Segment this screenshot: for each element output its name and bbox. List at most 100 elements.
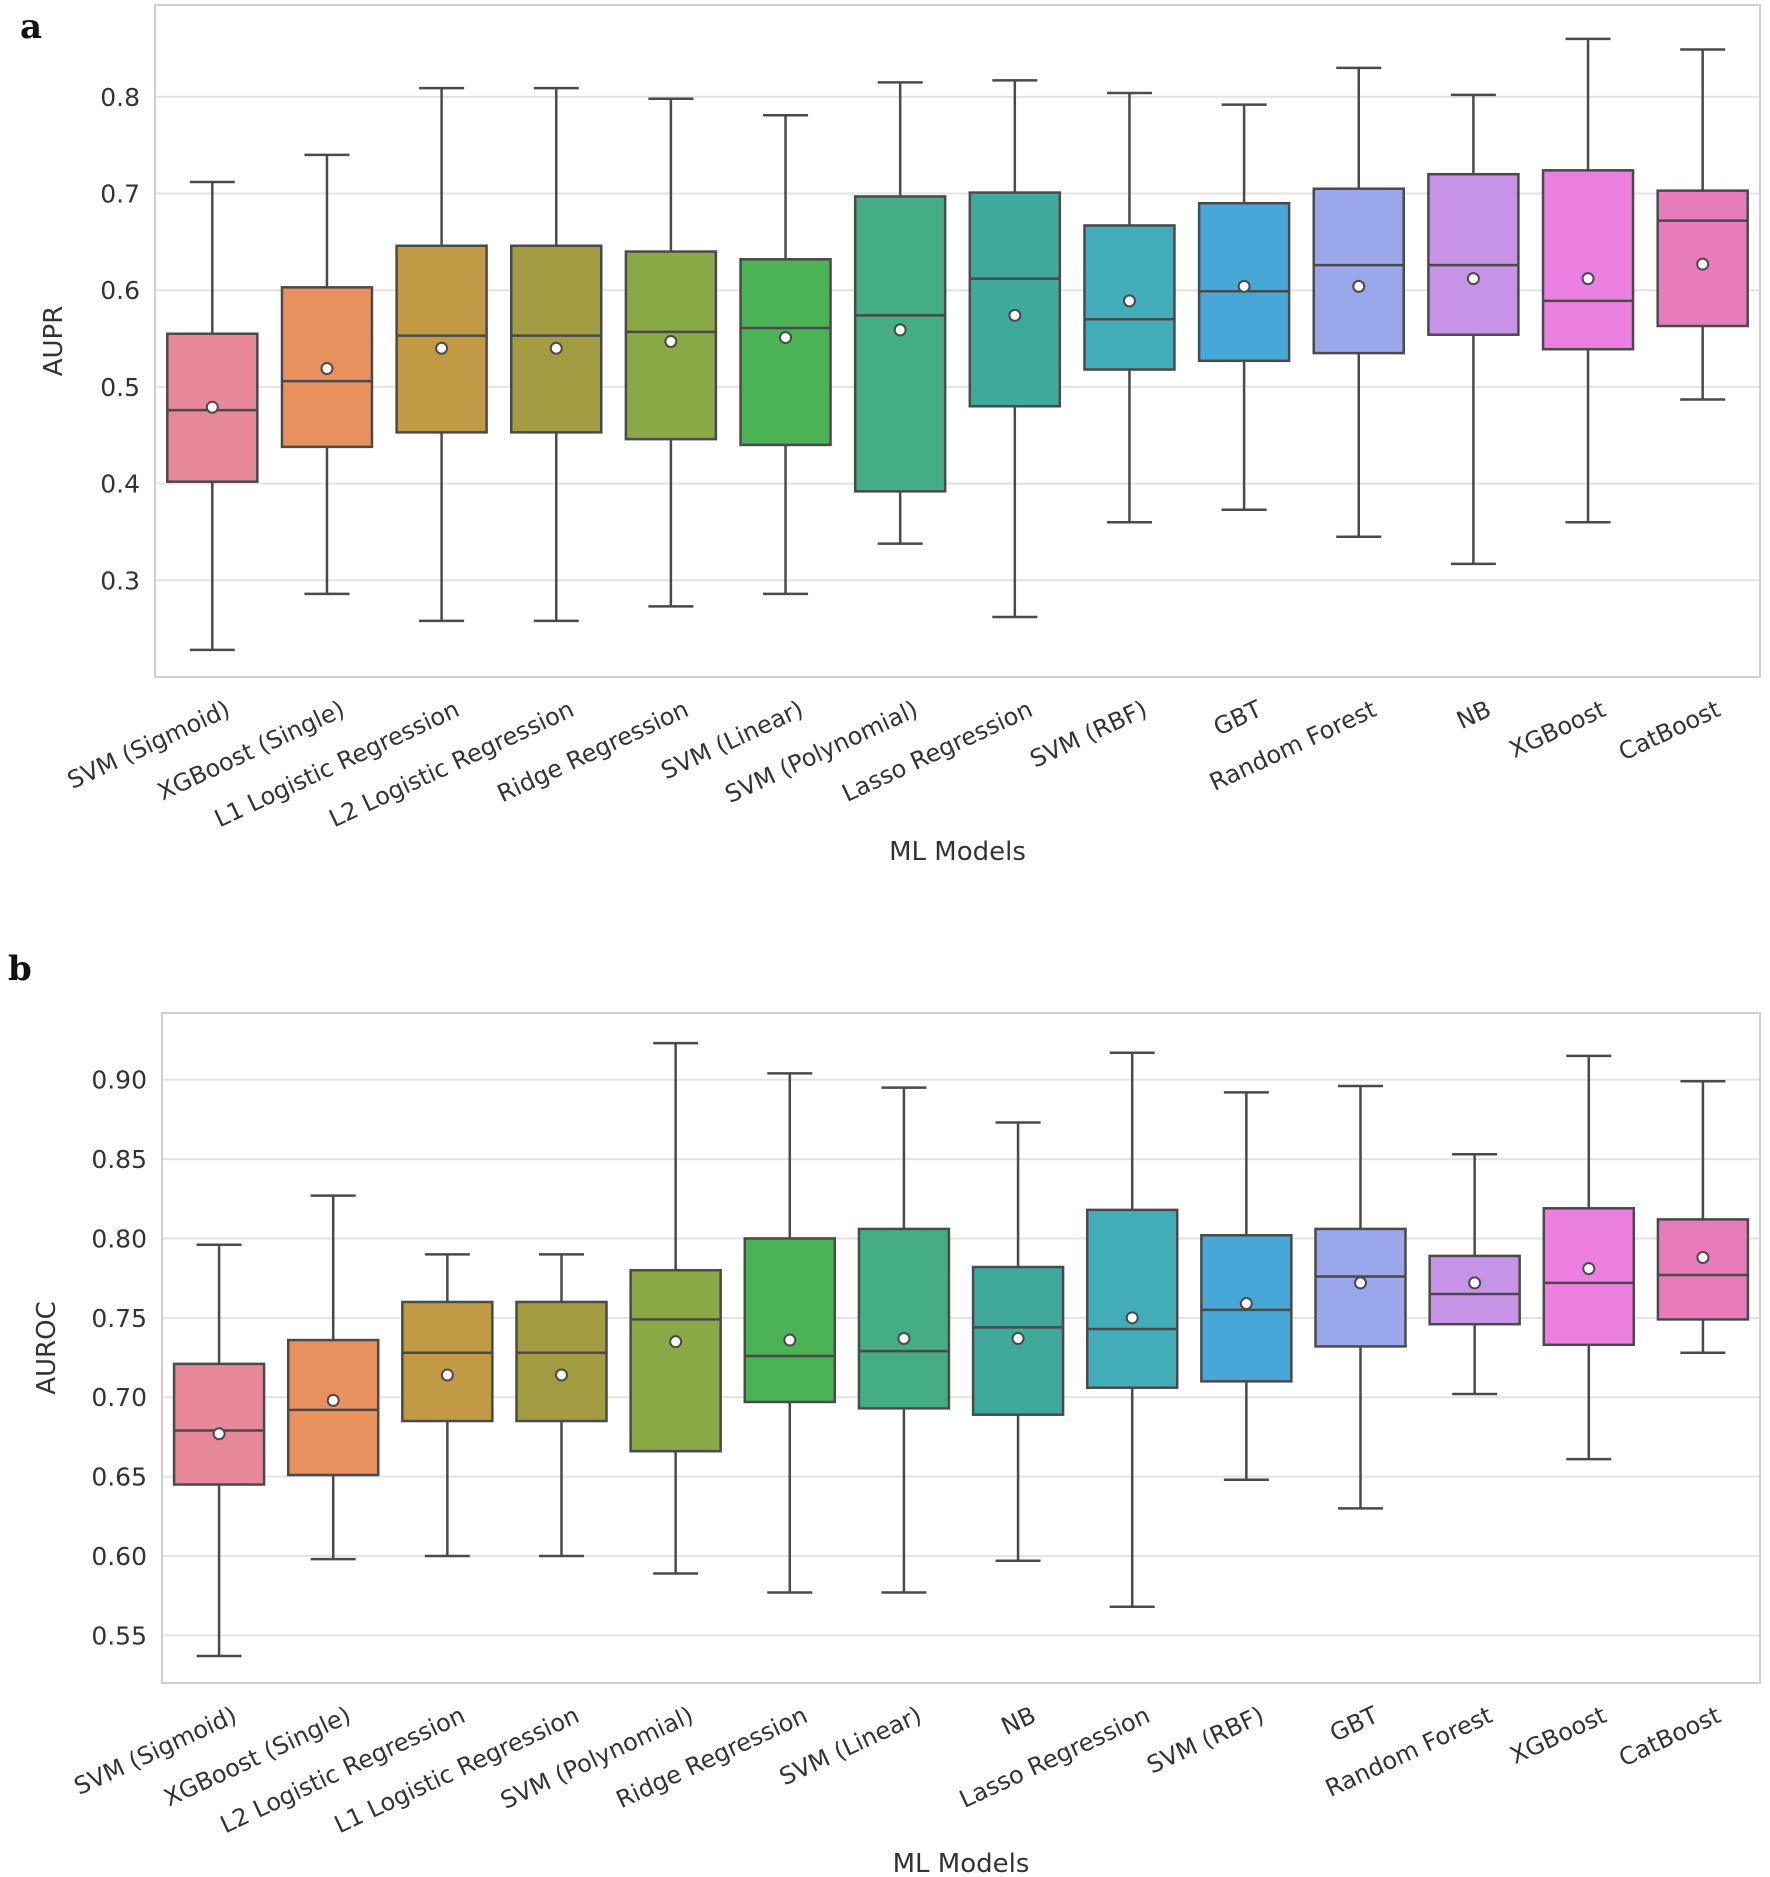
box-xgboost — [1542, 1054, 1636, 1461]
box-svm-linear — [739, 113, 832, 596]
x-tick-label: GBT — [1209, 695, 1266, 742]
iqr-box — [286, 1338, 380, 1477]
mean-marker — [205, 400, 219, 414]
y-axis-title: AUROC — [32, 1301, 62, 1395]
y-tick-label: 0.80 — [91, 1224, 147, 1253]
y-tick-label: 0.5 — [100, 373, 140, 402]
box-catboost — [1656, 1080, 1750, 1355]
iqr-box — [395, 244, 488, 434]
box-l2-logistic-regression — [401, 1253, 494, 1558]
box-nb — [1427, 93, 1520, 566]
panel-label: a — [20, 7, 42, 47]
iqr-box — [172, 1362, 266, 1486]
mean-marker — [1239, 1297, 1253, 1311]
y-tick-label: 0.65 — [91, 1463, 147, 1492]
iqr-box — [1312, 187, 1405, 355]
mean-marker — [1237, 279, 1251, 293]
mean-marker — [1125, 1311, 1139, 1325]
mean-marker — [326, 1393, 340, 1407]
box-random-forest — [1312, 66, 1405, 539]
mean-marker — [1011, 1331, 1025, 1345]
box-l1-logistic-regression — [395, 86, 488, 623]
x-tick-label: Lasso Regression — [955, 1701, 1154, 1814]
box-l1-logistic-regression — [515, 1253, 608, 1558]
mean-marker — [897, 1331, 911, 1345]
plot-frame — [154, 4, 1761, 678]
mean-marker — [779, 331, 793, 345]
iqr-box — [1656, 189, 1749, 328]
mean-marker — [1468, 1276, 1482, 1290]
iqr-box — [1656, 1218, 1750, 1321]
iqr-box — [1427, 172, 1520, 336]
mean-marker — [435, 341, 449, 355]
box-lasso-regression — [968, 79, 1062, 619]
y-tick-label: 0.60 — [91, 1542, 147, 1571]
box-svm-rbf — [1083, 91, 1176, 524]
mean-marker — [1352, 279, 1366, 293]
x-tick-label: SVM (RBF) — [1143, 1701, 1269, 1779]
iqr-box — [853, 195, 947, 493]
y-tick-label: 0.6 — [100, 276, 140, 305]
y-tick-label: 0.85 — [91, 1145, 147, 1174]
x-axis-title: ML Models — [893, 1849, 1030, 1877]
box-xgboost-single — [280, 153, 374, 596]
panel-label: b — [8, 949, 32, 989]
x-tick-label: SVM (Polynomial) — [496, 1701, 697, 1815]
x-tick-label: CatBoost — [1615, 1701, 1725, 1772]
y-tick-label: 0.75 — [91, 1304, 147, 1333]
x-tick-label: SVM (Polynomial) — [721, 695, 922, 809]
iqr-box — [739, 258, 832, 447]
mean-marker — [1354, 1276, 1367, 1290]
box-gbt — [1197, 103, 1291, 511]
iqr-box — [1541, 169, 1635, 351]
mean-marker — [1696, 257, 1710, 271]
x-tick-label: NB — [1452, 695, 1495, 735]
mean-marker — [893, 323, 907, 337]
y-axis-title: AUPR — [39, 306, 69, 377]
iqr-box — [515, 1300, 608, 1423]
box-gbt — [1314, 1084, 1407, 1510]
mean-marker — [1581, 272, 1595, 286]
box-svm-sigmoid — [166, 180, 259, 652]
x-tick-label: Lasso Regression — [838, 695, 1037, 808]
x-tick-label: GBT — [1326, 1701, 1383, 1748]
mean-marker — [1008, 308, 1022, 322]
box-xgboost-single — [286, 1194, 380, 1561]
box-svm-linear — [857, 1086, 951, 1594]
x-tick-label: SVM (RBF) — [1026, 695, 1152, 773]
iqr-box — [1542, 1207, 1636, 1347]
mean-marker — [669, 1335, 683, 1349]
iqr-box — [1085, 1208, 1179, 1389]
mean-marker — [555, 1368, 568, 1382]
y-tick-label: 0.7 — [100, 180, 140, 209]
mean-marker — [1466, 272, 1480, 286]
iqr-box — [743, 1237, 837, 1404]
x-tick-label: CatBoost — [1614, 695, 1724, 766]
iqr-box — [401, 1300, 494, 1423]
y-tick-label: 0.90 — [91, 1066, 147, 1095]
mean-marker — [783, 1333, 797, 1347]
y-tick-label: 0.3 — [100, 566, 140, 595]
box-catboost — [1656, 48, 1749, 401]
y-tick-label: 0.4 — [100, 470, 140, 499]
mean-marker — [664, 334, 678, 348]
box-ridge-regression — [624, 97, 718, 608]
box-ridge-regression — [743, 1072, 837, 1594]
box-svm-polynomial — [629, 1041, 722, 1575]
x-tick-label: Ridge Regression — [612, 1701, 812, 1814]
x-tick-label: NB — [997, 1701, 1040, 1741]
mean-marker — [549, 341, 563, 355]
box-random-forest — [1428, 1153, 1521, 1396]
mean-marker — [1122, 294, 1136, 308]
y-tick-label: 0.70 — [91, 1383, 147, 1412]
plot-frame — [161, 1012, 1761, 1684]
iqr-box — [968, 191, 1062, 408]
iqr-box — [1428, 1254, 1521, 1326]
y-tick-label: 0.55 — [91, 1621, 147, 1650]
x-axis-title: ML Models — [889, 837, 1026, 867]
mean-marker — [1582, 1262, 1596, 1276]
box-nb — [971, 1121, 1065, 1562]
box-svm-polynomial — [853, 81, 947, 545]
